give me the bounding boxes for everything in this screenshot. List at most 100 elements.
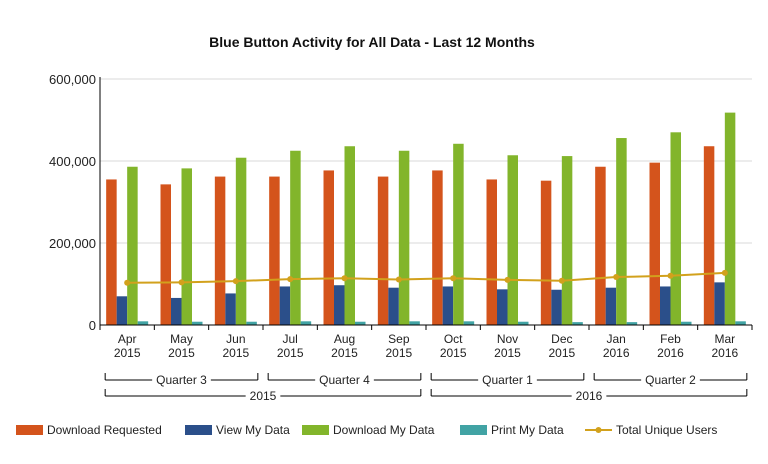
bar-download-my-data: [398, 150, 410, 325]
bar-print-my-data: [192, 321, 203, 325]
legend-label: Download Requested: [47, 423, 162, 437]
bar-view-my-data: [171, 297, 182, 325]
bar-print-my-data: [246, 321, 257, 325]
x-tick-label-month: Dec: [551, 332, 572, 346]
x-tick-label-year: 2016: [657, 346, 684, 360]
line-point: [178, 279, 185, 286]
bracket-label-bg: [478, 373, 537, 387]
x-tick-label-month: Sep: [388, 332, 410, 346]
line-point: [504, 276, 511, 283]
line-point: [667, 272, 674, 279]
bracket-label-bg: [152, 373, 211, 387]
bar-download-requested: [432, 170, 443, 325]
line-series: [124, 269, 728, 286]
quarter-bracket: Quarter 2: [593, 373, 748, 387]
bar-download-my-data: [670, 132, 681, 325]
chart-title: Blue Button Activity for All Data - Last…: [209, 34, 535, 50]
bar-view-my-data: [605, 287, 617, 325]
bar-download-requested: [540, 180, 552, 325]
line-point: [232, 278, 239, 285]
bar-download-requested: [106, 179, 117, 325]
quarter-bracket: Quarter 1: [430, 373, 585, 387]
x-tick-label-year: 2016: [603, 346, 630, 360]
bars: [106, 112, 746, 326]
y-tick-label: 400,000: [49, 154, 96, 169]
bar-download-requested: [214, 176, 226, 325]
line-point: [613, 274, 620, 281]
bar-print-my-data: [409, 321, 420, 325]
x-tick-label-month: Apr: [118, 332, 137, 346]
x-tick-label-year: 2015: [331, 346, 358, 360]
bar-download-requested: [160, 184, 171, 325]
bar-print-my-data: [463, 321, 475, 325]
bar-download-requested: [269, 176, 280, 325]
bar-print-my-data: [735, 321, 746, 325]
gridlines: [100, 78, 752, 244]
line-point: [450, 275, 457, 282]
year-bracket: 2016: [430, 389, 748, 403]
bar-view-my-data: [334, 285, 345, 325]
quarter-bracket: Quarter 3: [104, 373, 259, 387]
bracket-label-bg: [245, 389, 281, 403]
bar-download-my-data: [616, 138, 627, 325]
legend-marker: [595, 427, 602, 433]
bar-print-my-data: [355, 321, 366, 325]
x-tick-label-year: 2015: [548, 346, 575, 360]
bar-download-my-data: [181, 168, 192, 325]
x-tick-label-month: Nov: [497, 332, 518, 346]
line-point: [341, 275, 348, 282]
x-tick-label-month: May: [170, 332, 193, 346]
line-path: [127, 271, 725, 284]
legend-swatch: [185, 425, 212, 435]
bar-view-my-data: [116, 296, 128, 325]
x-tick-label-month: Jun: [226, 332, 245, 346]
bar-view-my-data: [388, 287, 399, 325]
bar-download-my-data: [724, 112, 736, 326]
bar-view-my-data: [279, 286, 291, 325]
legend-item: Download Requested: [16, 423, 162, 437]
bar-download-requested: [595, 166, 606, 325]
quarter-label: Quarter 1: [482, 373, 533, 387]
year-label: 2015: [250, 389, 277, 403]
category-groups: Quarter 3 Quarter 4 Quarter 1 Quarter 2 2015…: [104, 373, 748, 403]
bar-download-requested: [377, 176, 389, 325]
bar-view-my-data: [225, 293, 236, 325]
line-point: [124, 279, 131, 286]
x-tick-label-year: 2015: [494, 346, 521, 360]
line-point: [287, 276, 294, 283]
x-tick-label-month: Jul: [282, 332, 297, 346]
line-point: [721, 269, 728, 276]
bar-view-my-data: [497, 289, 508, 325]
x-tick-label-year: 2015: [222, 346, 249, 360]
year-label: 2016: [576, 389, 603, 403]
x-tick-label-year: 2015: [114, 346, 141, 360]
x-tick-label-year: 2015: [277, 346, 304, 360]
bar-download-my-data: [235, 157, 247, 325]
bar-download-my-data: [344, 146, 355, 325]
bar-print-my-data: [518, 321, 529, 325]
bar-print-my-data: [681, 321, 692, 325]
bar-view-my-data: [714, 282, 725, 325]
x-tick-label-month: Aug: [334, 332, 355, 346]
legend-item: View My Data: [185, 423, 290, 437]
legend-swatch: [16, 425, 43, 435]
y-tick-label: 600,000: [49, 72, 96, 87]
x-tick-label-year: 2015: [168, 346, 195, 360]
legend-swatch: [302, 425, 329, 435]
x-axis: Apr2015May2015Jun2015Jul2015Aug2015Sep20…: [99, 324, 753, 360]
quarter-label: Quarter 4: [319, 373, 370, 387]
bar-print-my-data: [572, 322, 583, 325]
legend-label: Total Unique Users: [616, 423, 717, 437]
year-bracket: 2015: [104, 389, 422, 403]
bar-print-my-data: [300, 321, 312, 325]
x-tick-label-month: Jan: [606, 332, 625, 346]
bar-download-requested: [649, 162, 660, 325]
bar-view-my-data: [660, 286, 671, 325]
legend-label: Download My Data: [333, 423, 435, 437]
bar-download-my-data: [290, 150, 301, 325]
legend-label: Print My Data: [491, 423, 564, 437]
bracket-label-bg: [571, 389, 607, 403]
bar-download-requested: [323, 170, 334, 325]
bar-view-my-data: [442, 286, 454, 325]
